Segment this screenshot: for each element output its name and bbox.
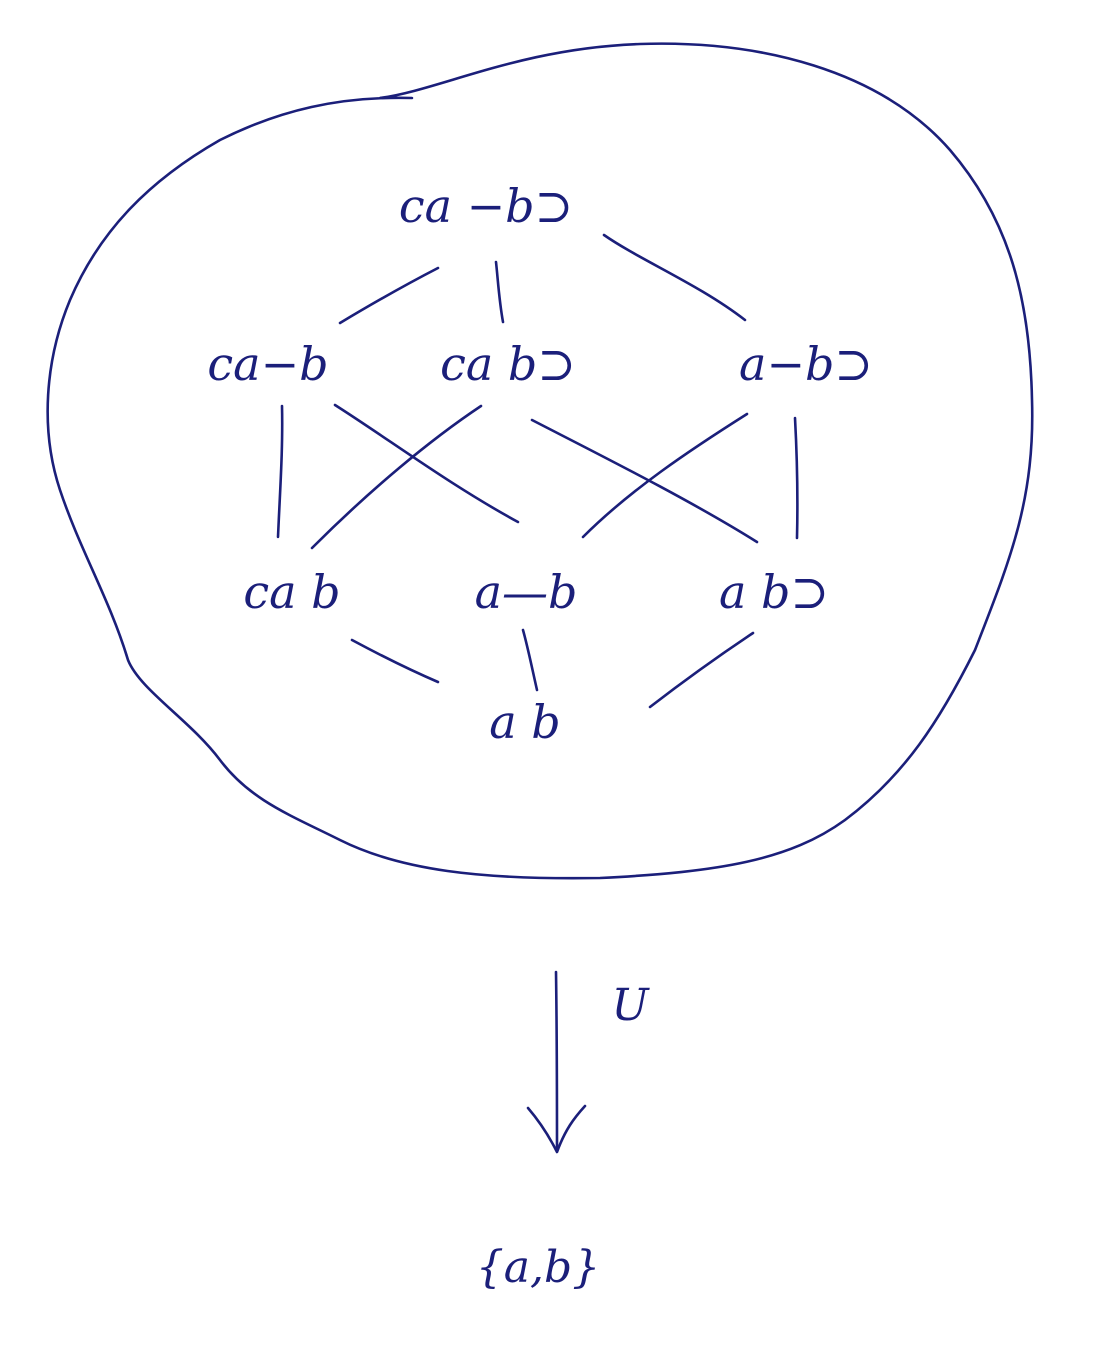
edge-midleft-lowcenter	[333, 403, 520, 524]
node-mid-center: ca b⊃	[440, 337, 576, 391]
node-top: ca −b⊃	[399, 179, 573, 233]
edge-top-midleft	[338, 266, 440, 325]
edge-midcenter-lowright	[530, 418, 759, 544]
edge-midcenter-lowleft	[310, 404, 483, 550]
node-bottom: a b	[489, 695, 561, 749]
arrow-head	[526, 1104, 587, 1154]
edge-lowcenter-bottom	[521, 628, 539, 692]
node-low-right: a b⊃	[719, 565, 829, 619]
target-set: {a,b}	[476, 1242, 600, 1293]
node-low-center: a—b	[475, 565, 578, 619]
enclosing-blob	[46, 42, 1034, 880]
edge-midright-lowright	[793, 416, 799, 540]
edge-midright-lowcenter	[581, 412, 749, 539]
edge-lowleft-bottom	[350, 638, 440, 684]
node-low-left: ca b	[243, 565, 340, 619]
edge-top-midright	[602, 233, 747, 322]
arrow-label: U	[611, 980, 650, 1031]
edge-top-midcenter	[494, 260, 505, 324]
node-mid-left: ca−b	[207, 337, 328, 391]
arrow-shaft	[554, 970, 559, 1152]
edge-midleft-lowleft	[276, 404, 284, 539]
node-mid-right: a−b⊃	[739, 337, 873, 391]
edge-lowright-bottom	[648, 631, 755, 709]
